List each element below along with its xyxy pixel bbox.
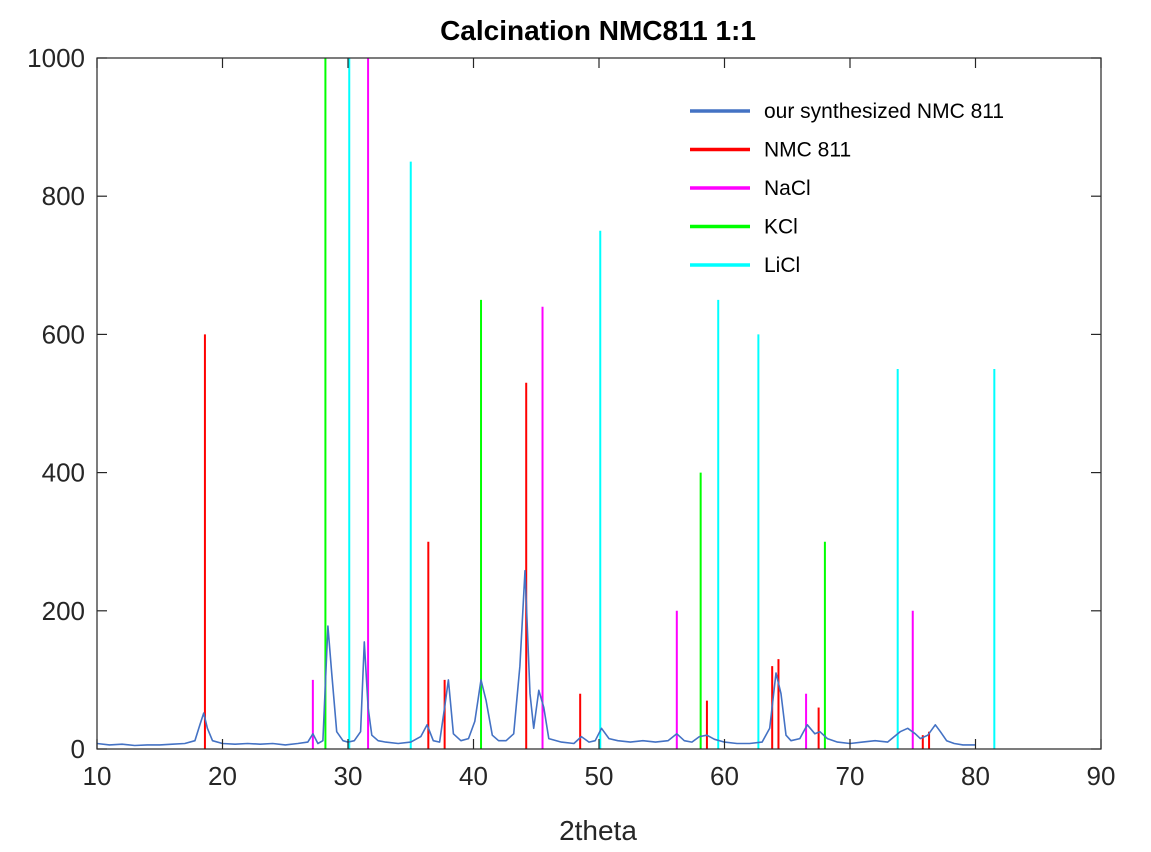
legend-label-3: KCl [764, 216, 798, 239]
legend-label-0: our synthesized NMC 811 [764, 100, 1004, 123]
x-tick-label-8: 90 [1087, 761, 1116, 791]
x-tick-label-4: 50 [585, 761, 614, 791]
y-tick-label-0: 0 [71, 734, 85, 764]
chart-title: Calcination NMC811 1:1 [440, 15, 756, 46]
y-tick-label-4: 800 [42, 181, 85, 211]
legend-label-2: NaCl [764, 177, 811, 200]
y-tick-label-3: 600 [42, 319, 85, 349]
series-line-measured [96, 569, 976, 747]
x-tick-label-5: 60 [710, 761, 739, 791]
x-tick-label-3: 40 [459, 761, 488, 791]
x-tick-label-6: 70 [836, 761, 865, 791]
legend-label-4: LiCl [764, 254, 800, 277]
x-tick-label-7: 80 [961, 761, 990, 791]
axes-layer: 10 20 30 40 50 60 70 80 90 0 200 400 600 800 1000 [27, 43, 1115, 791]
x-tick-label-1: 20 [208, 761, 237, 791]
y-tick-label-5: 1000 [27, 43, 85, 73]
y-tick-label-1: 200 [42, 596, 85, 626]
x-axis-label: 2theta [559, 815, 637, 846]
y-tick-label-2: 400 [42, 458, 85, 488]
x-tick-label-2: 30 [334, 761, 363, 791]
series-layer [96, 58, 996, 749]
legend-label-1: NMC 811 [764, 139, 851, 162]
legend: our synthesized NMC 811 NMC 811 NaCl KCl LiC… [690, 100, 1004, 277]
x-tick-label-0: 10 [83, 761, 112, 791]
